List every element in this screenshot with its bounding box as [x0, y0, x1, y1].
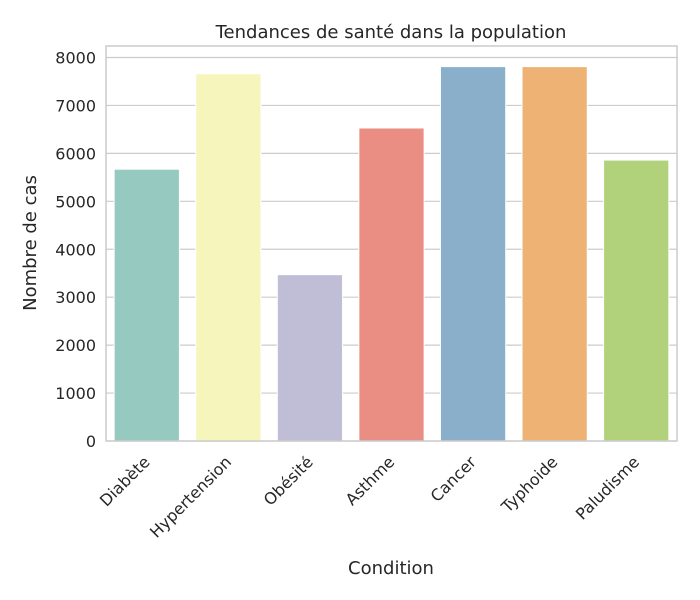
y-tick-label: 3000 — [55, 288, 96, 307]
y-tick-label: 5000 — [55, 192, 96, 211]
y-tick-label: 7000 — [55, 96, 96, 115]
x-tick-label: Diabète — [96, 452, 154, 510]
x-tick-label: Hypertension — [146, 452, 235, 541]
y-tick-label: 1000 — [55, 384, 96, 403]
y-tick-label: 0 — [86, 432, 96, 451]
bar-5 — [439, 66, 507, 442]
y-axis-label: Nombre de cas — [20, 175, 41, 311]
bar-2 — [195, 73, 262, 442]
bar-7 — [603, 159, 670, 442]
bar-6 — [521, 66, 588, 442]
bar-3 — [276, 274, 344, 442]
x-tick-label: Typhoide — [497, 452, 562, 517]
x-tick-label: Obésité — [260, 452, 317, 509]
y-tick-label: 2000 — [55, 336, 96, 355]
bars — [113, 66, 670, 442]
y-tick-label: 6000 — [55, 144, 96, 163]
y-tick-label: 4000 — [55, 240, 96, 259]
plot-frame — [105, 45, 678, 442]
x-axis-label: Condition — [348, 558, 434, 579]
y-tick-label: 8000 — [55, 49, 96, 68]
x-tick-label: Cancer — [427, 452, 481, 506]
bar-4 — [358, 127, 425, 442]
y-tick-labels: 0 1000 2000 3000 4000 5000 6000 7000 8000 — [55, 49, 96, 451]
x-tick-label: Paludisme — [572, 452, 643, 523]
bar-1 — [113, 168, 180, 442]
x-tick-label: Asthme — [342, 452, 399, 509]
chart-title: Tendances de santé dans la population — [215, 22, 567, 43]
